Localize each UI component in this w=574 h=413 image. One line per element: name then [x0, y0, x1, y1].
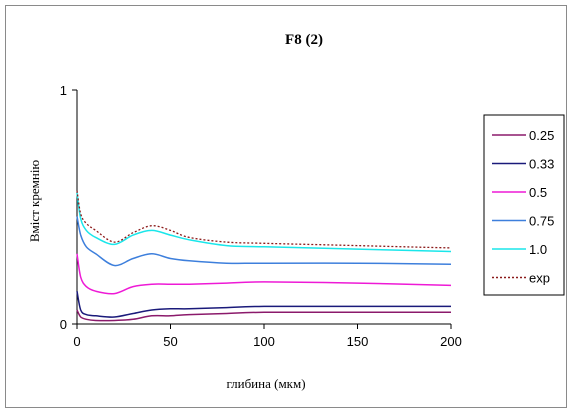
chart-title: F8 (2) [285, 32, 323, 48]
legend-label-exp: exp [529, 271, 550, 286]
x-tick-label: 100 [253, 334, 275, 349]
x-tick-label: 50 [163, 334, 177, 349]
series-line-0.25 [76, 309, 451, 322]
y-tick-label: 0 [60, 317, 67, 332]
legend-label-0.5: 0.5 [529, 185, 547, 200]
x-tick-label: 0 [73, 334, 80, 349]
line-chart: F8 (2) 0 50 100 150 200 0 1 глибина (мкм) Вміс… [27, 32, 565, 391]
legend-label-0.25: 0.25 [529, 128, 554, 143]
x-tick-label: 200 [440, 334, 462, 349]
series-line-0.75 [76, 216, 452, 267]
series-line-exp [76, 190, 452, 249]
chart-frame: F8 (2) 0 50 100 150 200 0 1 глибина (мкм) Вміс… [5, 5, 567, 408]
plot-area: 0 50 100 150 200 0 1 [60, 83, 462, 349]
legend-label-1.0: 1.0 [529, 242, 547, 257]
legend-box [483, 114, 565, 296]
x-axis-label: глибина (мкм) [226, 376, 305, 391]
y-tick-label: 1 [60, 83, 67, 98]
y-axis-label: Вміст кремнію [27, 160, 42, 243]
legend: 0.25 0.33 0.5 0.75 1.0 exp [483, 114, 565, 296]
legend-label-0.75: 0.75 [529, 214, 554, 229]
series-line-0.5 [76, 253, 452, 295]
series-line-1.0 [76, 192, 452, 253]
legend-label-0.33: 0.33 [529, 157, 554, 172]
x-tick-label: 150 [347, 334, 369, 349]
series-line-0.33 [76, 291, 451, 318]
